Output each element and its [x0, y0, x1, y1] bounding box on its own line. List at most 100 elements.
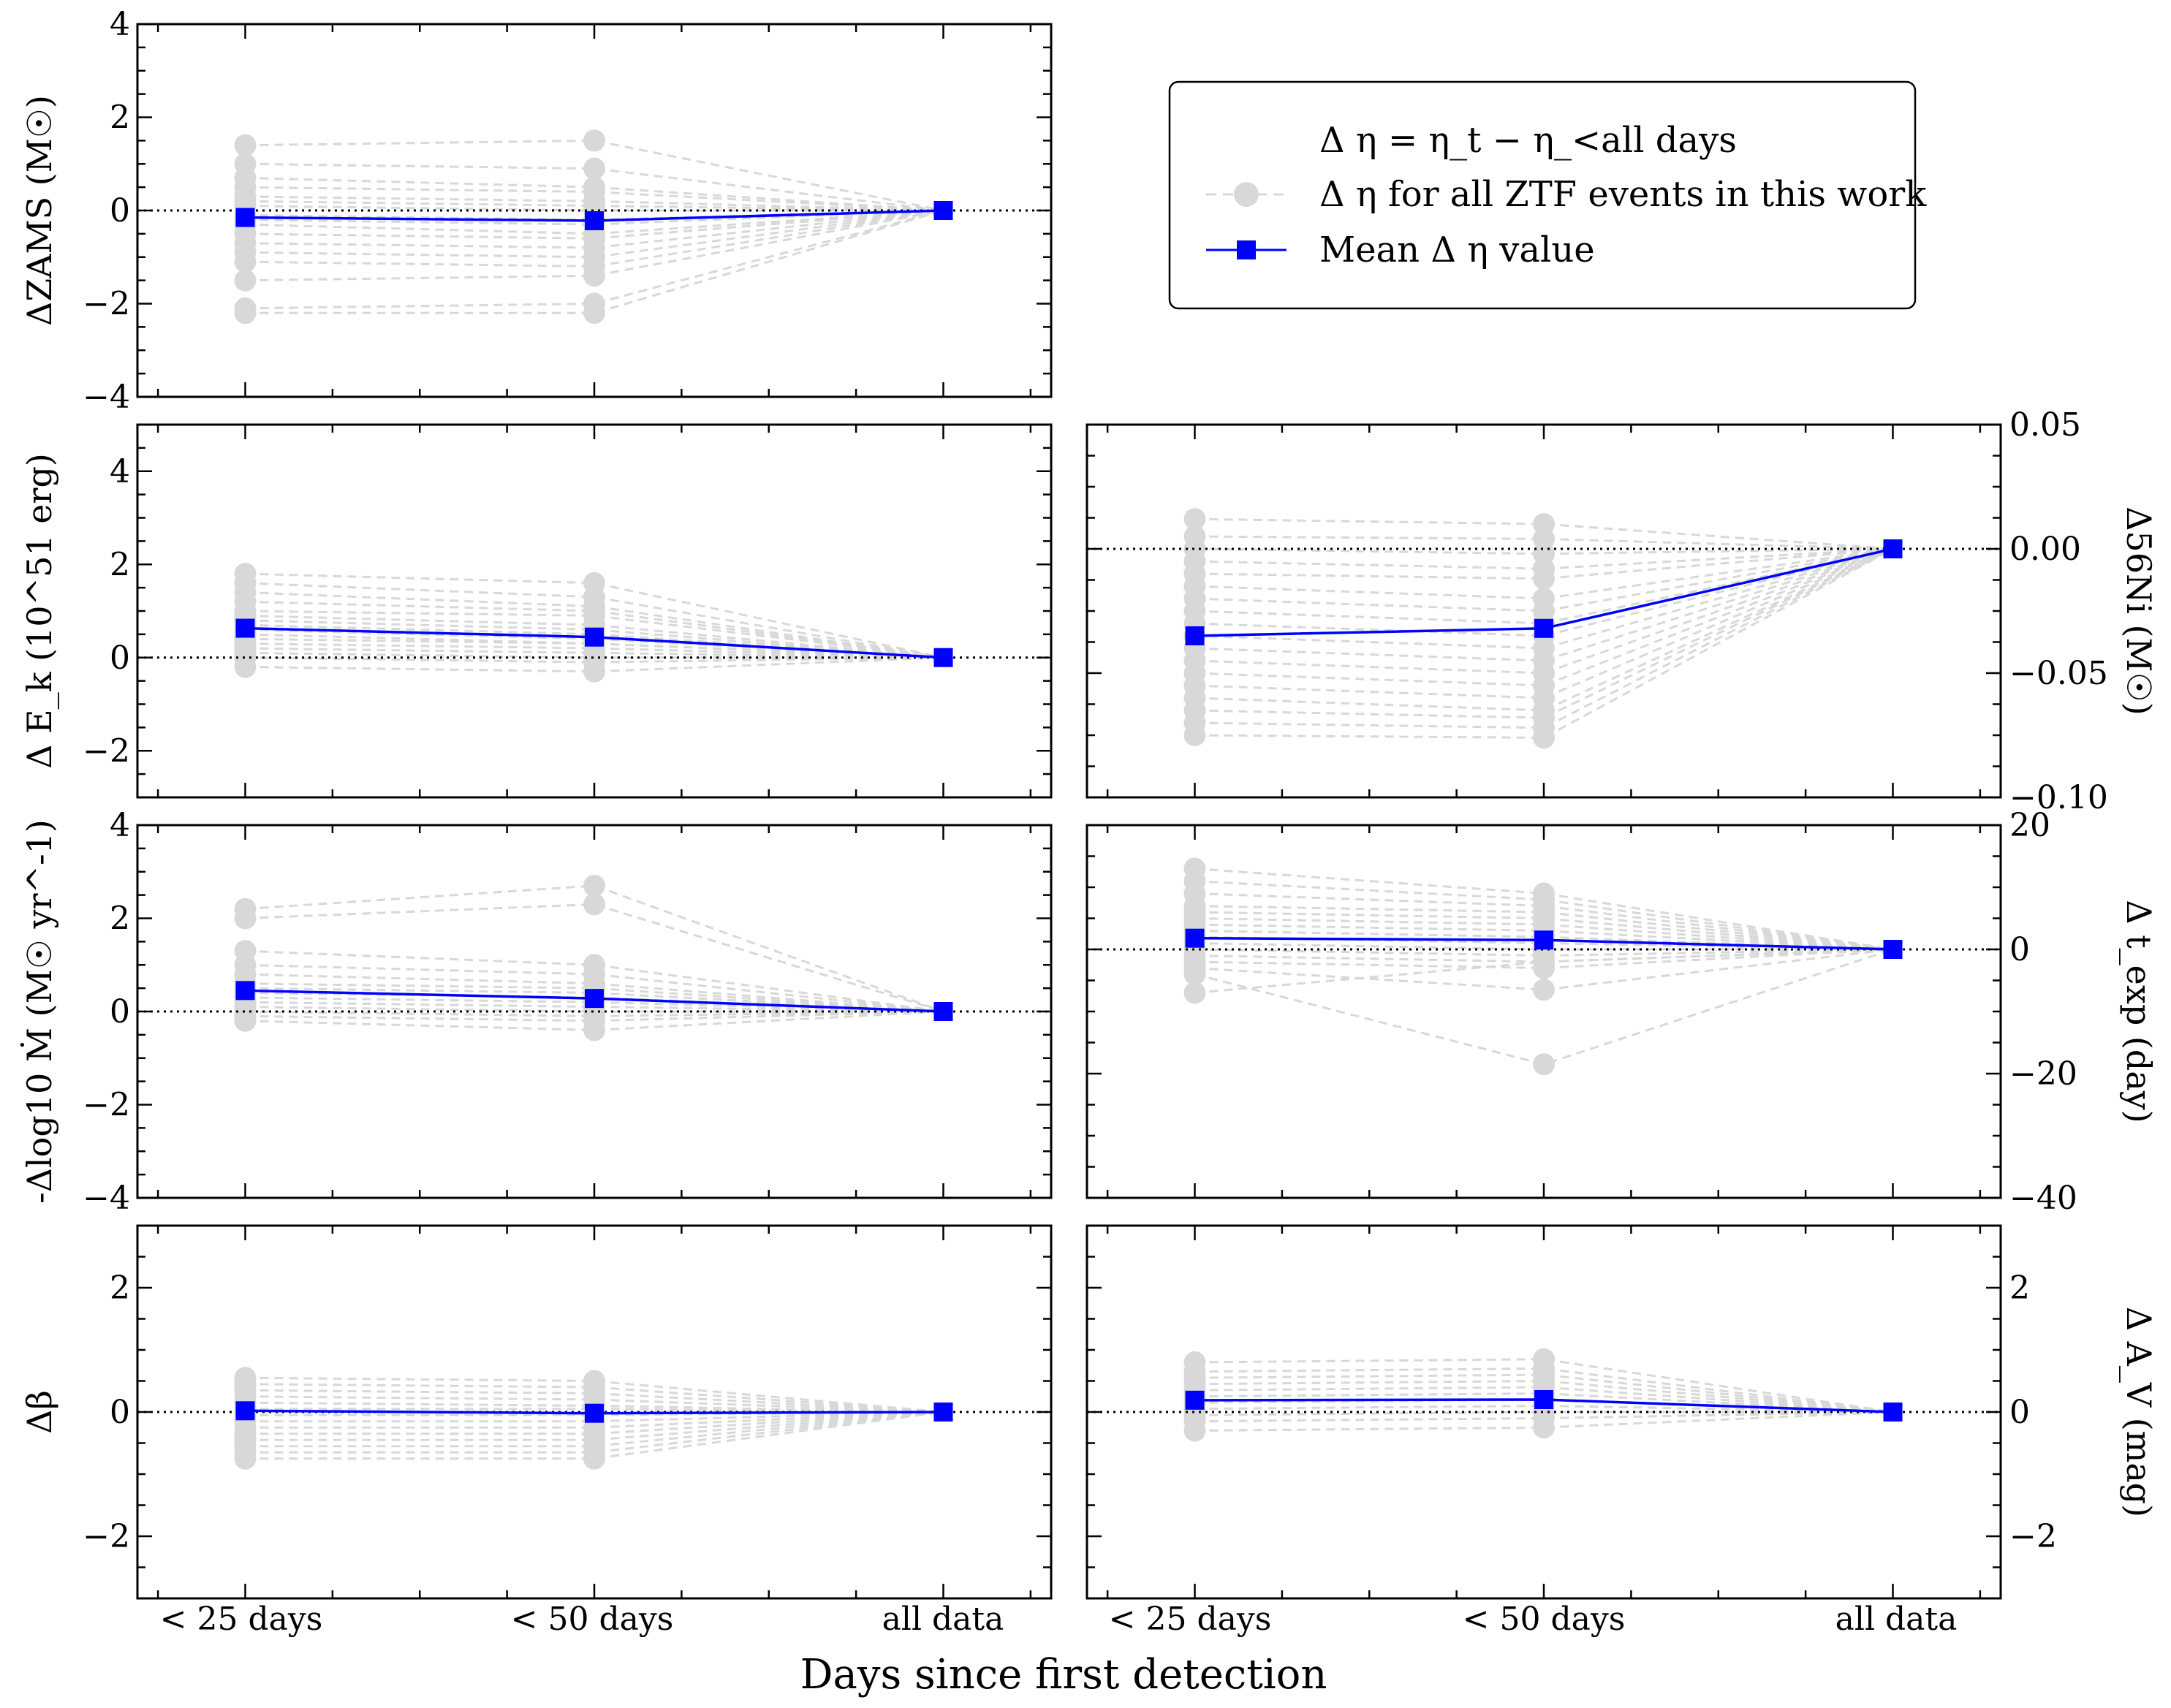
- y-tick-label: −0.05: [2009, 655, 2108, 692]
- y-tick-label: −2: [83, 1087, 130, 1124]
- y-tick-label: 4: [110, 807, 130, 844]
- mean-point: [585, 1403, 604, 1423]
- individual-event-point: [583, 265, 605, 287]
- x-categories-left: < 25 days < 50 days all data: [160, 1601, 1004, 1638]
- legend: Δ η = η_t − η_<all days Δ η for all ZTF …: [1168, 80, 1927, 310]
- individual-event-point: [1183, 508, 1206, 531]
- individual-event-point: [234, 134, 257, 156]
- individual-event-line: [1194, 948, 1893, 1066]
- individual-event-point: [234, 302, 257, 324]
- mean-point: [235, 618, 255, 638]
- individual-event-point: [583, 893, 605, 916]
- y-tick-label: −20: [2009, 1055, 2077, 1093]
- panel-frame: [1086, 824, 2002, 1199]
- mean-point: [1534, 930, 1553, 950]
- individual-event-point: [1183, 982, 1206, 1004]
- x-tick-label: all data: [882, 1601, 1004, 1638]
- individual-event-point: [583, 129, 605, 152]
- individual-event-line: [1194, 547, 1894, 712]
- mean-point: [933, 201, 953, 220]
- x-tick-label: all data: [1835, 1601, 1958, 1638]
- y-tick-label: 0: [2009, 931, 2030, 968]
- y-tick-label: 20: [2009, 807, 2050, 844]
- individual-event-point: [1533, 726, 1555, 749]
- panel-6: −2 0 2 Δβ: [20, 1224, 1053, 1600]
- legend-individual-label: Δ η for all ZTF events in this work: [1319, 174, 1927, 215]
- individual-event-point: [234, 1009, 257, 1032]
- y-axis-title: Δβ: [20, 1390, 59, 1434]
- panel-4: −4 −2 0 2 4 -Δlog10 Ṁ (M☉ yr^-1): [19, 807, 1053, 1217]
- individual-event-point: [1533, 567, 1555, 590]
- y-tick-label: −0.10: [2009, 779, 2108, 816]
- individual-event-point: [583, 302, 605, 324]
- y-tick-label: 0: [110, 1394, 130, 1431]
- y-tick-label: 2: [110, 1269, 130, 1307]
- individual-event-line: [245, 903, 944, 1013]
- mean-point: [585, 989, 604, 1009]
- individual-event-point: [583, 1447, 605, 1470]
- legend-box: [1168, 80, 1917, 310]
- x-tick-label: < 50 days: [511, 1601, 674, 1638]
- y-tick-label: 2: [110, 546, 130, 583]
- y-tick-label: 0: [110, 993, 130, 1031]
- mean-point: [933, 1403, 953, 1422]
- y-tick-label: 0.05: [2009, 406, 2081, 444]
- individual-event-line: [245, 209, 944, 314]
- x-axis-title: Days since first detection: [800, 1651, 1327, 1698]
- x-tick-label: < 25 days: [1109, 1601, 1272, 1638]
- legend-mean-label: Mean Δ η value: [1319, 229, 1595, 270]
- panel-1: −4 −2 0 2 4 ΔZAMS (M☉): [20, 6, 1053, 416]
- y-tick-label: −2: [2009, 1518, 2057, 1555]
- y-tick-label: 0: [110, 639, 130, 677]
- x-tick-label: < 50 days: [1463, 1601, 1626, 1638]
- mean-point: [585, 627, 604, 647]
- individual-event-point: [1183, 1419, 1206, 1442]
- y-axis-title: -Δlog10 Ṁ (M☉ yr^-1): [19, 819, 59, 1204]
- legend-title: Δ η = η_t − η_<all days: [1319, 120, 1737, 161]
- individual-event-point: [234, 269, 257, 292]
- y-tick-label: −2: [83, 732, 130, 770]
- y-tick-label: 0: [2009, 1394, 2030, 1431]
- y-tick-label: 2: [2009, 1269, 2030, 1307]
- y-tick-label: −4: [83, 379, 130, 416]
- individual-event-line: [245, 139, 944, 212]
- individual-event-point: [1533, 1416, 1555, 1439]
- y-tick-label: 4: [110, 6, 130, 43]
- y-tick-label: 0.00: [2009, 531, 2081, 568]
- individual-event-line: [1194, 547, 1894, 719]
- mean-point: [235, 208, 255, 227]
- mean-point: [585, 211, 604, 231]
- panel-5: −40 −20 0 20 Δ t_exp (day): [1086, 807, 2159, 1217]
- individual-event-line: [245, 582, 944, 659]
- mean-point: [1534, 618, 1553, 638]
- y-axis-title: Δ E_k (10^51 erg): [20, 453, 59, 769]
- mean-point: [1883, 539, 1903, 558]
- y-tick-label: 2: [110, 900, 130, 938]
- individual-event-line: [245, 209, 944, 282]
- y-tick-label: −2: [83, 1518, 130, 1555]
- y-axis-title: Δ56Ni (M☉): [2119, 506, 2159, 716]
- individual-event-point: [583, 157, 605, 180]
- y-tick-label: 2: [110, 99, 130, 137]
- mean-point: [1534, 1390, 1553, 1409]
- y-tick-label: −4: [83, 1180, 130, 1217]
- individual-event-point: [234, 907, 257, 930]
- y-tick-label: −2: [83, 286, 130, 323]
- individual-event-point: [583, 660, 605, 683]
- panel-2: −2 0 2 4 Δ E_k (10^51 erg): [20, 423, 1053, 799]
- individual-event-line: [1194, 547, 1893, 625]
- mean-point: [1185, 1390, 1205, 1410]
- mean-point: [235, 1401, 255, 1421]
- legend-mean-marker: [1237, 240, 1256, 259]
- individual-event-point: [234, 656, 257, 678]
- individual-event-point: [583, 874, 605, 897]
- y-tick-label: 0: [110, 192, 130, 229]
- x-tick-label: < 25 days: [160, 1601, 323, 1638]
- mean-point: [933, 1002, 953, 1021]
- individual-event-point: [1183, 724, 1206, 746]
- individual-event-point: [234, 1447, 257, 1470]
- y-tick-label: −40: [2009, 1180, 2077, 1217]
- individual-event-line: [1194, 547, 1894, 699]
